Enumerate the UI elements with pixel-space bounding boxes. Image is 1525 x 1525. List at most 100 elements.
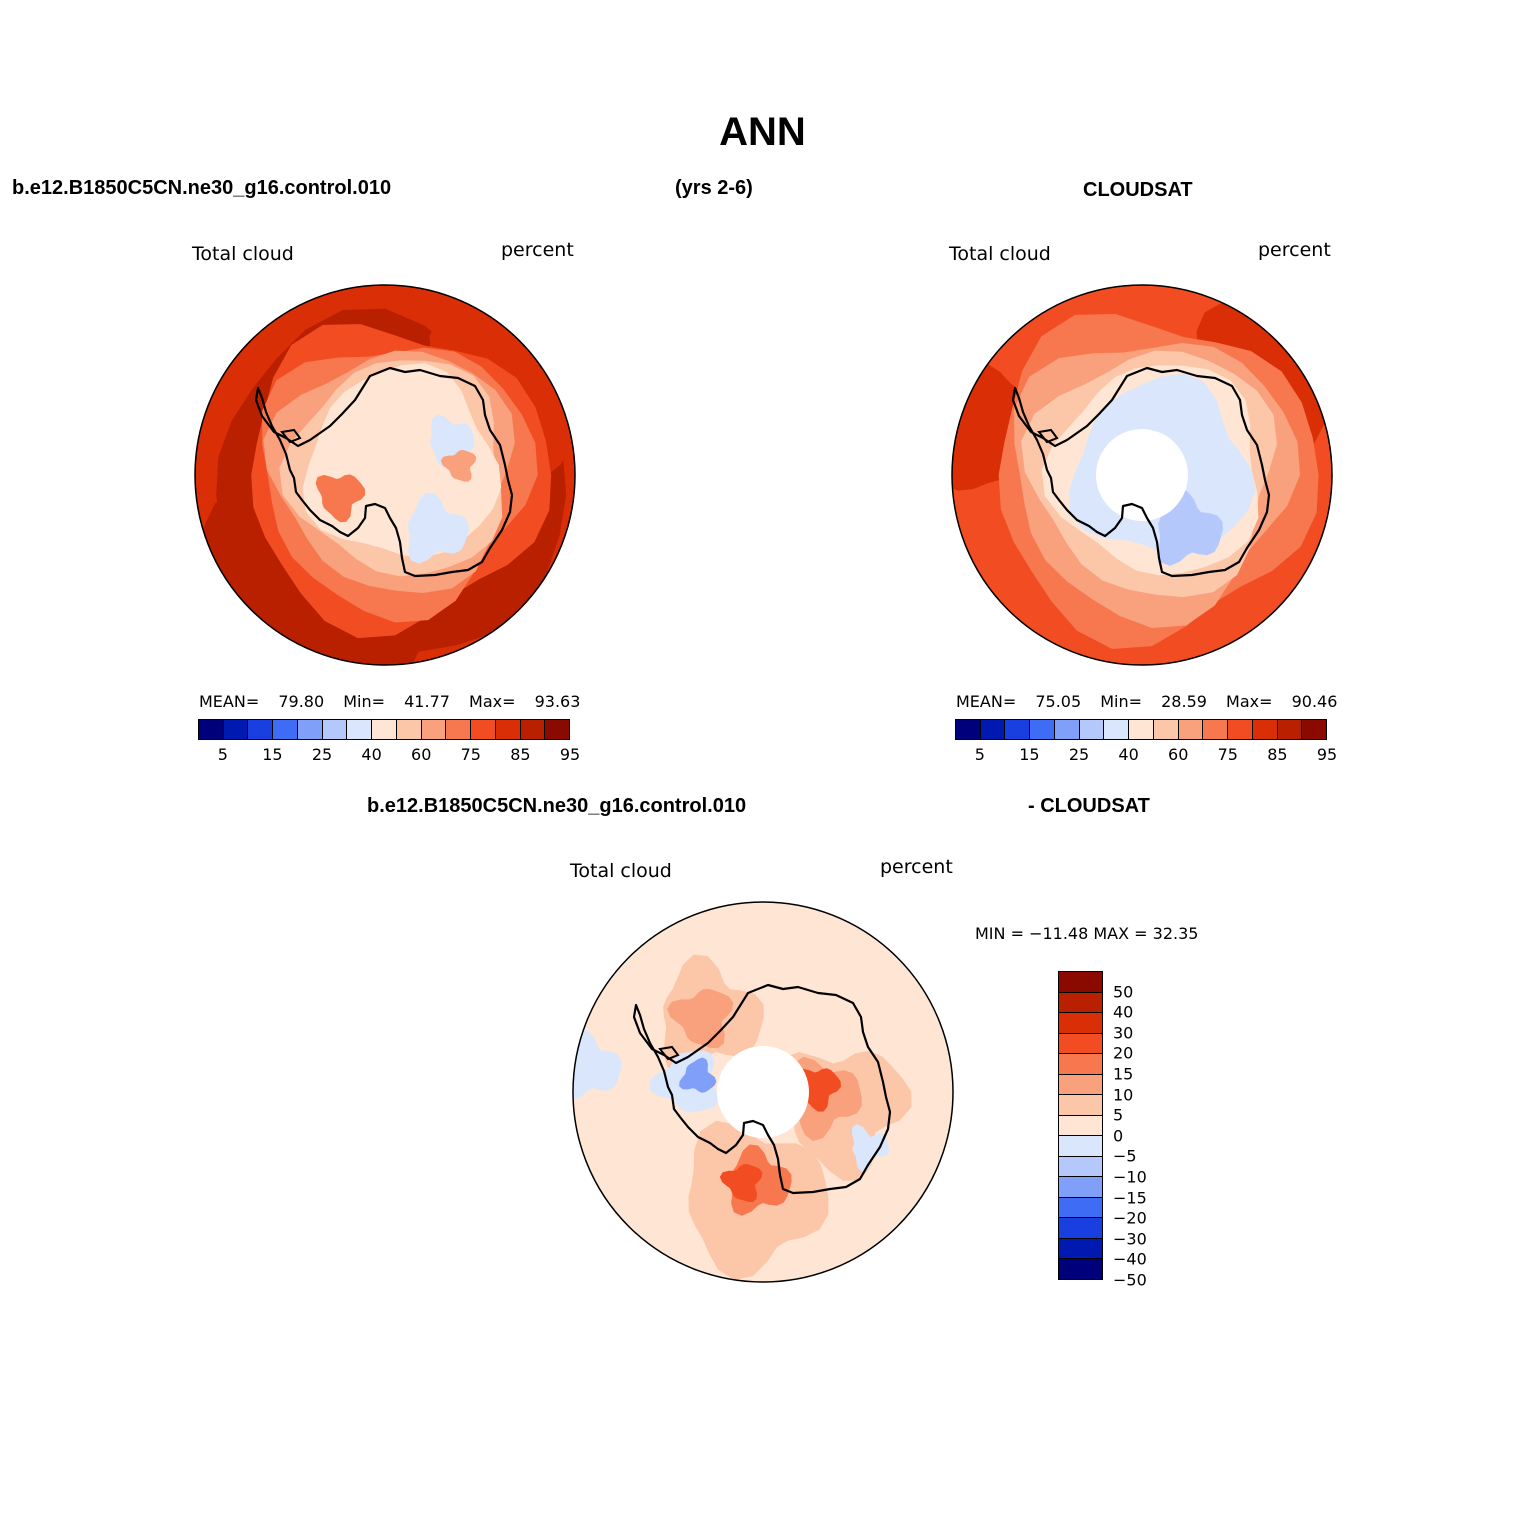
colorbar-swatch bbox=[1079, 720, 1105, 739]
obs-min-value: 28.59 bbox=[1161, 692, 1207, 711]
obs-max-label: Max= bbox=[1226, 692, 1273, 711]
map-boundary-circle bbox=[951, 284, 1333, 666]
colorbar-swatch bbox=[956, 720, 981, 739]
colorbar-tick-label: −15 bbox=[1113, 1188, 1147, 1208]
colorbar-swatch bbox=[1153, 720, 1179, 739]
diff-obs-name-header: - CLOUDSAT bbox=[1028, 795, 1150, 817]
colorbar-swatch bbox=[1228, 720, 1253, 739]
colorbar-tick-label: 40 bbox=[1113, 1002, 1134, 1022]
colorbar-swatch bbox=[1059, 1177, 1102, 1198]
colorbar-swatch bbox=[1030, 720, 1055, 739]
model-max-value: 93.63 bbox=[534, 692, 581, 711]
colorbar-swatch bbox=[347, 720, 373, 739]
contour-region bbox=[315, 474, 366, 523]
model-variable-label: Total cloud bbox=[192, 243, 294, 265]
colorbar-swatch bbox=[273, 720, 298, 739]
colorbar-swatch bbox=[396, 720, 422, 739]
colorbar-swatch bbox=[1302, 720, 1327, 739]
colorbar-tick-label: 40 bbox=[361, 745, 382, 764]
colorbar-swatch bbox=[199, 720, 224, 739]
colorbar-swatch bbox=[322, 720, 348, 739]
colorbar-swatch bbox=[495, 720, 521, 739]
colorbar-tick-label: 25 bbox=[311, 745, 333, 764]
colorbar-swatch bbox=[1059, 1156, 1102, 1178]
colorbar-swatch bbox=[1059, 1136, 1102, 1157]
colorbar-swatch bbox=[1059, 1013, 1102, 1034]
colorbar-tick-label: 15 bbox=[1019, 745, 1040, 764]
obs-mean-label: MEAN= bbox=[956, 692, 1017, 711]
colorbar-swatch bbox=[1059, 1074, 1102, 1096]
obs-max-value: 90.46 bbox=[1291, 692, 1338, 711]
colorbar-swatch bbox=[1252, 720, 1278, 739]
obs-variable-label: Total cloud bbox=[949, 243, 1051, 265]
colorbar-tick-label: 85 bbox=[510, 745, 531, 764]
colorbar-swatch bbox=[1059, 1115, 1102, 1137]
colorbar-tick-label: 5 bbox=[1113, 1105, 1124, 1125]
model-stats: MEAN= 79.80 Min= 41.77 Max= 93.63 bbox=[199, 692, 580, 711]
model-min-value: 41.77 bbox=[404, 692, 450, 711]
model-colorbar-ticks: 5 15 25 40 60 75 85 95 bbox=[198, 745, 580, 765]
missing-data-pole bbox=[717, 1046, 809, 1138]
model-units-label: percent bbox=[501, 239, 574, 261]
contour-region bbox=[408, 492, 469, 564]
model-min-label: Min= bbox=[343, 692, 386, 711]
colorbar-swatch bbox=[1054, 720, 1080, 739]
colorbar-swatch bbox=[1059, 972, 1102, 993]
colorbar-tick-label: −50 bbox=[1113, 1270, 1147, 1290]
model-colorbar bbox=[198, 719, 570, 740]
colorbar-tick-label: 75 bbox=[460, 745, 481, 764]
antarctica-coastline bbox=[1011, 366, 1271, 578]
diff-colorbar bbox=[1058, 971, 1103, 1280]
colorbar-tick-label: −30 bbox=[1113, 1229, 1147, 1249]
contour-region bbox=[719, 1164, 763, 1203]
colorbar-tick-label: 30 bbox=[1113, 1023, 1134, 1043]
obs-colorbar-ticks: 5 15 25 40 60 75 85 95 bbox=[955, 745, 1337, 765]
colorbar-swatch bbox=[297, 720, 323, 739]
colorbar-swatch bbox=[1059, 1054, 1102, 1075]
contour-region bbox=[851, 1124, 890, 1173]
contour-region bbox=[679, 1057, 717, 1093]
colorbar-swatch bbox=[980, 720, 1006, 739]
years-header: (yrs 2-6) bbox=[675, 177, 753, 199]
diff-units-label: percent bbox=[880, 856, 953, 878]
colorbar-swatch bbox=[1059, 992, 1102, 1014]
colorbar-tick-label: −5 bbox=[1113, 1146, 1137, 1166]
obs-colorbar bbox=[955, 719, 1327, 740]
model-polar-map bbox=[194, 284, 576, 666]
colorbar-tick-label: 25 bbox=[1068, 745, 1090, 764]
colorbar-swatch bbox=[471, 720, 496, 739]
colorbar-tick-label: 95 bbox=[1316, 745, 1338, 764]
colorbar-tick-label: 15 bbox=[1113, 1064, 1134, 1084]
obs-polar-map bbox=[951, 284, 1333, 666]
colorbar-swatch bbox=[1059, 1218, 1102, 1239]
colorbar-swatch bbox=[372, 720, 397, 739]
colorbar-swatch bbox=[520, 720, 546, 739]
map-boundary-circle bbox=[572, 901, 954, 1283]
colorbar-tick-label: 10 bbox=[1113, 1085, 1134, 1105]
obs-name-header: CLOUDSAT bbox=[1083, 179, 1193, 201]
contour-region bbox=[430, 414, 475, 468]
model-mean-label: MEAN= bbox=[199, 692, 260, 711]
diff-case-name-header: b.e12.B1850C5CN.ne30_g16.control.010 bbox=[367, 795, 747, 817]
diff-minmax-text: MIN = −11.48 MAX = 32.35 bbox=[975, 924, 1199, 943]
colorbar-swatch bbox=[1277, 720, 1303, 739]
model-max-label: Max= bbox=[469, 692, 516, 711]
colorbar-tick-label: 95 bbox=[559, 745, 581, 764]
colorbar-swatch bbox=[1059, 1238, 1102, 1260]
colorbar-tick-label: 0 bbox=[1113, 1126, 1124, 1146]
coastline-island bbox=[1037, 428, 1059, 444]
map-boundary-circle bbox=[194, 284, 576, 666]
colorbar-swatch bbox=[1203, 720, 1229, 739]
colorbar-tick-label: 60 bbox=[1168, 745, 1189, 764]
colorbar-swatch bbox=[1059, 1197, 1102, 1219]
case-name-header: b.e12.B1850C5CN.ne30_g16.control.010 bbox=[12, 177, 392, 199]
colorbar-tick-label: 20 bbox=[1113, 1043, 1134, 1063]
colorbar-swatch bbox=[1005, 720, 1031, 739]
contour-region bbox=[302, 363, 502, 558]
colorbar-swatch bbox=[223, 720, 249, 739]
missing-data-pole bbox=[1096, 429, 1188, 521]
colorbar-swatch bbox=[1178, 720, 1204, 739]
colorbar-swatch bbox=[1059, 1033, 1102, 1055]
diff-polar-map bbox=[572, 901, 954, 1283]
model-mean-value: 79.80 bbox=[278, 692, 325, 711]
